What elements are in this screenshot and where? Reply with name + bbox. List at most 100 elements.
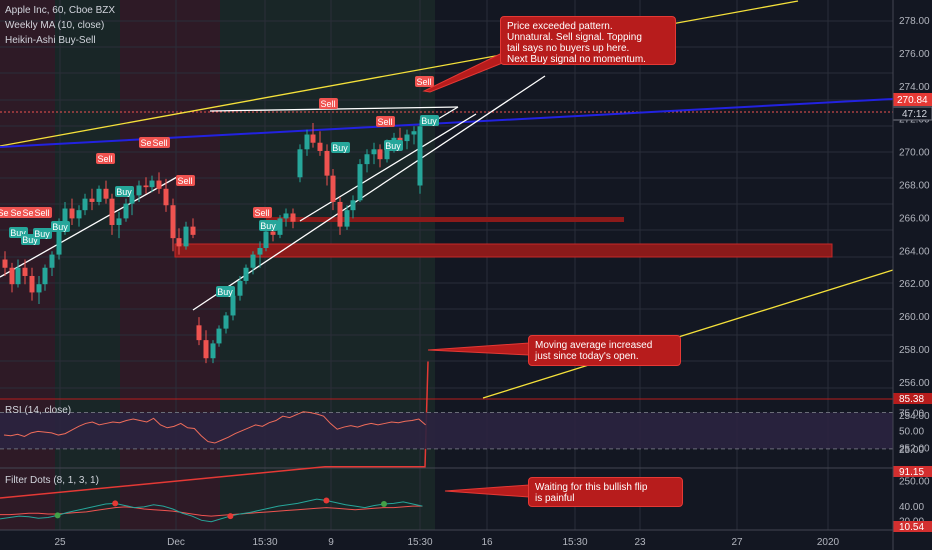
buy-signal-label: Buy — [217, 287, 233, 297]
session-background-bands — [0, 0, 435, 530]
candle-body — [290, 213, 296, 222]
candle-body — [196, 325, 202, 341]
sell-signal-label: Sell — [140, 138, 155, 148]
buy-signal — [331, 142, 350, 153]
rsi-tick: 50.00 — [899, 427, 924, 438]
dots-top-label: 91.15 — [899, 467, 924, 478]
rsi-line — [3, 411, 426, 444]
session-band-0 — [0, 0, 55, 530]
legend-heikin-ashi: Heikin-Ashi Buy-Sell — [5, 35, 96, 46]
time-tick: 25 — [54, 537, 66, 548]
white-trend-2 — [192, 75, 546, 311]
lower-channel-line — [482, 269, 894, 399]
candle-body — [76, 210, 82, 219]
buy-signal-label: Buy — [385, 141, 401, 151]
buy-signal — [115, 186, 134, 197]
session-band-5 — [265, 0, 330, 530]
candle-body — [143, 185, 149, 188]
buy-sell-signals: SellSellSellSellSellSellSellSellSellSell… — [0, 76, 439, 297]
filter-dots-panel — [0, 497, 423, 523]
candle-body — [49, 254, 55, 268]
candle-body — [9, 267, 15, 285]
candle-body — [210, 343, 216, 359]
session-band-4 — [220, 0, 265, 530]
sell-signal — [415, 76, 434, 87]
session-band-1 — [55, 0, 120, 530]
time-tick: Dec — [167, 537, 185, 548]
resistance-zone-lower — [174, 243, 833, 258]
buy-signal-label: Buy — [10, 228, 26, 238]
countdown-label: 47:12 — [902, 109, 927, 120]
candle-body — [42, 267, 48, 285]
sell-signal-label: Sell — [22, 208, 37, 218]
candle-body — [2, 259, 8, 268]
dots-top-box — [893, 466, 932, 477]
candle-body — [250, 254, 256, 268]
legend-rsi: RSI (14, close) — [5, 405, 72, 416]
buy-signal-label: Buy — [34, 229, 50, 239]
last-price-label: 270.84 — [897, 95, 928, 106]
signal-dot — [381, 501, 387, 508]
candle-body — [82, 198, 88, 211]
dots-tick: 40.00 — [899, 502, 924, 513]
candle-body — [243, 267, 249, 281]
signal-dot — [227, 513, 234, 520]
candle-body — [129, 195, 135, 204]
buy-signal-label: Buy — [421, 116, 437, 126]
sell-signal-label: Sell — [416, 77, 431, 87]
price-axis: 278.00276.00274.00272.00270.00268.00266.… — [54, 0, 932, 550]
supply-demand-zones — [0, 111, 893, 258]
sell-signal-label: Sell — [254, 208, 269, 218]
note-price-exceeded: Price exceeded pattern. Unnatural. Sell … — [500, 16, 676, 65]
candle-body — [337, 201, 343, 227]
signal-dot — [112, 500, 119, 507]
time-tick: 15:30 — [252, 537, 277, 548]
candle-body — [170, 205, 176, 239]
price-tick: 276.00 — [899, 49, 930, 60]
candle-body — [344, 210, 350, 227]
white-trend-1 — [0, 176, 178, 278]
buy-signal-label: Buy — [22, 235, 38, 245]
price-tick: 270.00 — [899, 148, 930, 159]
rsi-tick: 75.00 — [899, 409, 924, 420]
candle-body — [123, 203, 129, 219]
buy-signal-label: Buy — [332, 143, 348, 153]
note-moving-average: Moving average increased just since toda… — [528, 335, 681, 366]
dots-fast-line — [0, 498, 423, 523]
buy-signal — [33, 228, 52, 239]
buy-signal-label: Buy — [116, 187, 132, 197]
legend-weekly-ma: Weekly MA (10, close) — [5, 20, 105, 31]
candle-body — [36, 284, 42, 293]
time-tick: 27 — [731, 537, 743, 548]
note-bullish-flip: Waiting for this bullish flip is painful — [528, 477, 683, 507]
candle-body — [324, 150, 330, 176]
sell-signal — [253, 207, 272, 218]
candle-body — [96, 188, 102, 202]
price-tick: 256.00 — [899, 378, 930, 389]
sell-signal-label: Sell — [177, 176, 192, 186]
price-tick: 274.00 — [899, 82, 930, 93]
time-tick: 16 — [481, 537, 493, 548]
candle-body — [190, 226, 196, 235]
rsi-tick: 25.00 — [899, 445, 924, 456]
sell-signal-label: Sell — [0, 208, 13, 218]
sell-signal-label: Sell — [377, 117, 392, 127]
price-tick: 254.00 — [899, 411, 930, 422]
price-tick: 262.00 — [899, 279, 930, 290]
sell-signal — [151, 137, 170, 148]
buy-signal — [51, 221, 70, 232]
time-tick: 15:30 — [407, 537, 432, 548]
candle-body — [263, 231, 269, 249]
price-tick: 266.00 — [899, 213, 930, 224]
buy-signal-label: Buy — [52, 222, 68, 232]
price-tick: 264.00 — [899, 246, 930, 257]
time-tick: 2020 — [817, 537, 840, 548]
candle-body — [330, 175, 336, 202]
candle-body — [156, 180, 162, 189]
rsi-top-box — [893, 393, 932, 404]
rsi-panel — [0, 411, 893, 450]
price-tick: 250.00 — [899, 477, 930, 488]
candle-body — [350, 200, 356, 211]
price-tick: 252.00 — [899, 444, 930, 455]
